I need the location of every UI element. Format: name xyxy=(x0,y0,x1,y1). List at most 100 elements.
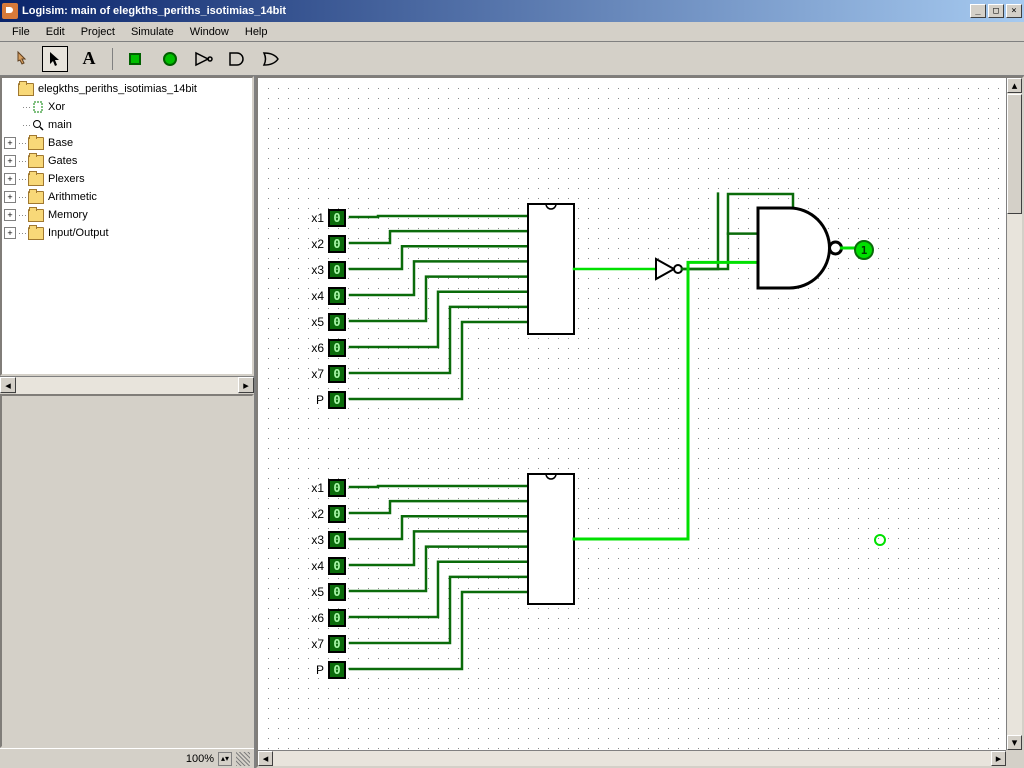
pin-value[interactable]: 0 xyxy=(328,287,346,305)
tree-library-plexers[interactable]: + ⋯ Plexers xyxy=(4,170,250,188)
input-pin-button[interactable] xyxy=(123,46,149,72)
canvas-hscroll[interactable]: ◂ ▸ xyxy=(258,750,1006,766)
menu-project[interactable]: Project xyxy=(73,24,123,40)
tree-library-gates[interactable]: + ⋯ Gates xyxy=(4,152,250,170)
maximize-button[interactable]: □ xyxy=(988,4,1004,18)
poke-tool-button[interactable] xyxy=(8,46,34,72)
input-pin-0-6[interactable]: x7 0 xyxy=(300,364,346,384)
pin-value[interactable]: 0 xyxy=(328,365,346,383)
pin-value[interactable]: 0 xyxy=(328,531,346,549)
zoom-stepper[interactable]: ▴▾ xyxy=(218,752,232,766)
expand-icon[interactable]: + xyxy=(4,155,16,167)
input-pin-1-2[interactable]: x3 0 xyxy=(300,530,346,550)
close-button[interactable]: × xyxy=(1006,4,1022,18)
pin-value[interactable]: 0 xyxy=(328,609,346,627)
pin-label: P xyxy=(300,663,324,677)
input-pin-1-7[interactable]: P 0 xyxy=(300,660,346,680)
input-pin-0-2[interactable]: x3 0 xyxy=(300,260,346,280)
grid-icon[interactable] xyxy=(236,752,250,766)
menu-file[interactable]: File xyxy=(4,24,38,40)
scroll-track[interactable] xyxy=(16,377,238,394)
tree-library-base[interactable]: + ⋯ Base xyxy=(4,134,250,152)
menu-help[interactable]: Help xyxy=(237,24,276,40)
input-pin-0-3[interactable]: x4 0 xyxy=(300,286,346,306)
input-pin-1-3[interactable]: x4 0 xyxy=(300,556,346,576)
input-pin-1-1[interactable]: x2 0 xyxy=(300,504,346,524)
expand-icon[interactable]: + xyxy=(4,137,16,149)
tree-project-root[interactable]: elegkths_periths_isotimias_14bit xyxy=(4,80,250,98)
tree-circuit-xor[interactable]: ⋯ Xor xyxy=(4,98,250,116)
pin-value[interactable]: 0 xyxy=(328,391,346,409)
tree-library-arithmetic[interactable]: + ⋯ Arithmetic xyxy=(4,188,250,206)
pin-value[interactable]: 0 xyxy=(328,583,346,601)
expand-icon[interactable]: + xyxy=(4,227,16,239)
scroll-up-button[interactable]: ▴ xyxy=(1007,78,1022,93)
pin-label: x6 xyxy=(300,611,324,625)
menu-edit[interactable]: Edit xyxy=(38,24,73,40)
not-gate-button[interactable] xyxy=(191,46,217,72)
input-pin-0-5[interactable]: x6 0 xyxy=(300,338,346,358)
tree-circuit-label: main xyxy=(48,119,72,131)
probe[interactable] xyxy=(874,534,886,546)
input-pin-0-1[interactable]: x2 0 xyxy=(300,234,346,254)
tree-library-memory[interactable]: + ⋯ Memory xyxy=(4,206,250,224)
output-pin[interactable]: 1 xyxy=(854,240,874,260)
pin-value[interactable]: 0 xyxy=(328,661,346,679)
input-pin-0-0[interactable]: x1 0 xyxy=(300,208,346,228)
scroll-right-button[interactable]: ▸ xyxy=(238,377,254,393)
pin-value[interactable]: 0 xyxy=(328,235,346,253)
select-tool-button[interactable] xyxy=(42,46,68,72)
folder-icon xyxy=(28,155,44,168)
pin-value[interactable]: 0 xyxy=(328,209,346,227)
folder-icon xyxy=(28,191,44,204)
menubar: File Edit Project Simulate Window Help xyxy=(0,22,1024,42)
input-pin-0-4[interactable]: x5 0 xyxy=(300,312,346,332)
minimize-button[interactable]: _ xyxy=(970,4,986,18)
zoom-label: 100% xyxy=(186,753,214,765)
pin-value[interactable]: 0 xyxy=(328,479,346,497)
scroll-left-button[interactable]: ◂ xyxy=(0,377,16,393)
pin-label: x2 xyxy=(300,237,324,251)
input-pin-0-7[interactable]: P 0 xyxy=(300,390,346,410)
pin-label: x4 xyxy=(300,559,324,573)
input-pin-1-5[interactable]: x6 0 xyxy=(300,608,346,628)
tree-circuit-label: Xor xyxy=(48,101,65,113)
pin-value[interactable]: 0 xyxy=(328,505,346,523)
scroll-thumb[interactable] xyxy=(1007,94,1022,214)
scroll-right-button[interactable]: ▸ xyxy=(991,751,1006,766)
pin-value[interactable]: 0 xyxy=(328,313,346,331)
folder-icon xyxy=(18,83,34,96)
tree-library-label: Gates xyxy=(48,155,77,167)
toolbar-separator xyxy=(112,48,113,70)
canvas-vscroll[interactable]: ▴ ▾ xyxy=(1006,78,1022,750)
tree-circuit-main[interactable]: ⋯ main xyxy=(4,116,250,134)
canvas-wrap: x1 0 x2 0 x3 0 x4 0 x5 0 x6 0 x7 0 P 0 x… xyxy=(256,76,1024,768)
menu-simulate[interactable]: Simulate xyxy=(123,24,182,40)
input-pin-1-4[interactable]: x5 0 xyxy=(300,582,346,602)
tree-hscroll[interactable]: ◂ ▸ xyxy=(0,376,254,394)
pin-value[interactable]: 0 xyxy=(328,635,346,653)
scroll-left-button[interactable]: ◂ xyxy=(258,751,273,766)
tree-library-io[interactable]: + ⋯ Input/Output xyxy=(4,224,250,242)
circuit-icon xyxy=(32,101,44,113)
menu-window[interactable]: Window xyxy=(182,24,237,40)
project-tree[interactable]: elegkths_periths_isotimias_14bit ⋯ Xor ⋯… xyxy=(0,76,254,376)
expand-icon[interactable]: + xyxy=(4,191,16,203)
input-pin-1-0[interactable]: x1 0 xyxy=(300,478,346,498)
pin-value[interactable]: 0 xyxy=(328,339,346,357)
expand-icon[interactable]: + xyxy=(4,173,16,185)
or-gate-button[interactable] xyxy=(259,46,285,72)
folder-icon xyxy=(28,209,44,222)
scroll-down-button[interactable]: ▾ xyxy=(1007,735,1022,750)
expand-icon[interactable]: + xyxy=(4,209,16,221)
input-pin-1-6[interactable]: x7 0 xyxy=(300,634,346,654)
output-pin-button[interactable] xyxy=(157,46,183,72)
pin-value[interactable]: 0 xyxy=(328,557,346,575)
main-area: elegkths_periths_isotimias_14bit ⋯ Xor ⋯… xyxy=(0,76,1024,768)
scroll-corner xyxy=(1006,750,1022,766)
pin-label: x3 xyxy=(300,533,324,547)
pin-value[interactable]: 0 xyxy=(328,261,346,279)
text-tool-button[interactable]: A xyxy=(76,46,102,72)
circuit-canvas[interactable]: x1 0 x2 0 x3 0 x4 0 x5 0 x6 0 x7 0 P 0 x… xyxy=(258,78,1006,750)
and-gate-button[interactable] xyxy=(225,46,251,72)
